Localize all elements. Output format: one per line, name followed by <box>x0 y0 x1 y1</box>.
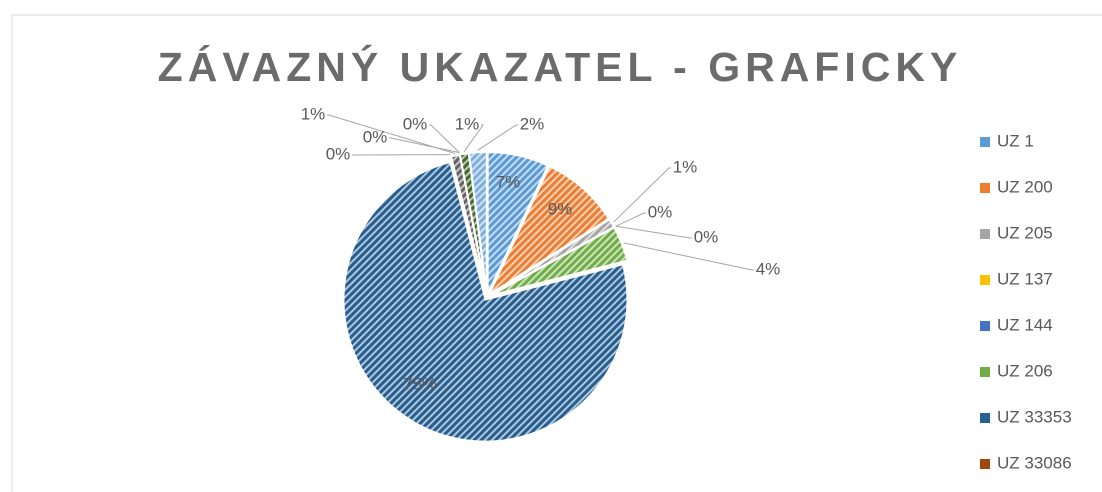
legend-swatch <box>980 321 990 331</box>
legend-label: UZ 33353 <box>997 407 1072 426</box>
legend-label: UZ 205 <box>997 223 1053 242</box>
data-label: 0% <box>648 202 673 221</box>
legend-label: UZ 137 <box>997 269 1053 288</box>
leader-line <box>623 242 754 271</box>
leader-line <box>327 114 456 155</box>
data-label: 1% <box>673 157 698 176</box>
pie-slice <box>486 164 611 298</box>
legend-label: UZ 33086 <box>997 453 1072 472</box>
leader-line <box>477 124 518 151</box>
data-label: 7% <box>496 172 521 191</box>
leader-line <box>615 212 646 227</box>
pie-slice <box>342 160 629 443</box>
data-label: 0% <box>403 114 428 133</box>
legend-label: UZ 206 <box>997 361 1053 380</box>
data-label: 9% <box>548 199 573 218</box>
legend-swatch <box>980 275 990 285</box>
legend-label: UZ 1 <box>997 131 1034 150</box>
legend-swatch <box>980 459 990 469</box>
leader-line <box>463 124 484 153</box>
data-label: 2% <box>520 114 545 133</box>
leader-line <box>615 225 692 239</box>
data-label: 4% <box>756 259 781 278</box>
data-label: 0% <box>694 227 719 246</box>
legend-swatch <box>980 367 990 377</box>
data-label: 0% <box>363 127 388 146</box>
data-label: 75% <box>403 374 437 393</box>
pie-slice <box>489 226 629 297</box>
data-label: 1% <box>301 104 326 123</box>
legend-swatch <box>980 137 990 147</box>
chart-title: ZÁVAZNÝ UKAZATEL - GRAFICKY <box>158 44 963 90</box>
legend-swatch <box>980 183 990 193</box>
leader-line <box>429 124 460 153</box>
data-label: 1% <box>455 114 480 133</box>
leader-line <box>389 137 460 154</box>
legend-swatch <box>980 413 990 423</box>
legend-swatch <box>980 229 990 239</box>
pie-slice <box>467 151 488 295</box>
data-label: 0% <box>326 144 351 163</box>
leader-line <box>613 167 671 223</box>
legend-label: UZ 144 <box>997 315 1053 334</box>
legend-label: UZ 200 <box>997 177 1053 196</box>
